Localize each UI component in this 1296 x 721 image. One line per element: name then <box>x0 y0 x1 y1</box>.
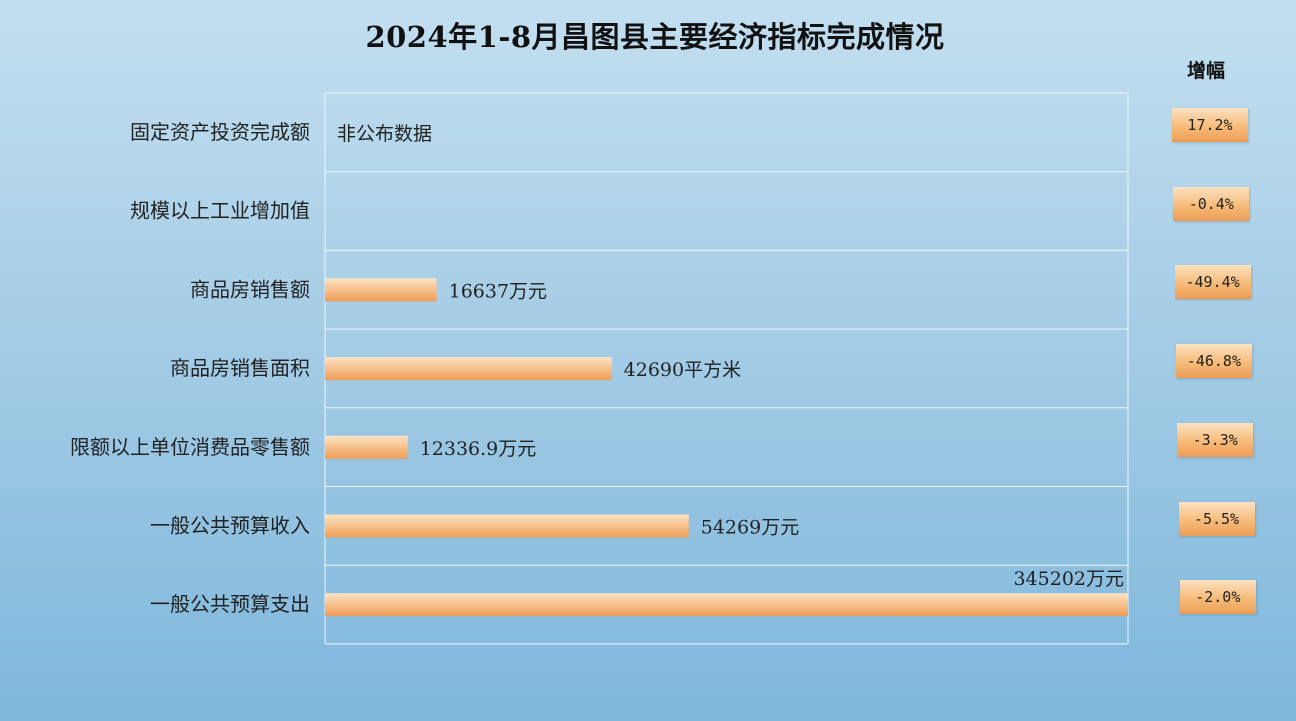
value-label: 非公布数据 <box>337 123 432 145</box>
growth-badge: -2.0% <box>1179 580 1256 615</box>
growth-badge: -0.4% <box>1173 186 1250 221</box>
bar <box>325 357 612 381</box>
growth-badge: -5.5% <box>1178 501 1255 536</box>
growth-column-header: 增幅 <box>1186 60 1225 82</box>
growth-badge: -49.4% <box>1174 265 1251 300</box>
chart-title: 2024年1-8月昌图县主要经济指标完成情况 <box>365 20 945 54</box>
growth-badge: -3.3% <box>1177 422 1254 457</box>
category-label: 规模以上工业增加值 <box>130 199 310 223</box>
category-label: 商品房销售额 <box>190 277 310 301</box>
bar <box>325 514 689 538</box>
growth-badge: -46.8% <box>1175 344 1252 379</box>
value-label: 12336.9万元 <box>420 438 537 460</box>
bar <box>325 593 1128 617</box>
bar <box>325 278 437 302</box>
category-label: 一般公共预算收入 <box>150 514 310 538</box>
growth-badge: 17.2% <box>1172 108 1248 142</box>
value-label: 42690平方米 <box>624 359 741 381</box>
bar <box>325 435 408 459</box>
category-label: 固定资产投资完成额 <box>130 120 310 144</box>
category-label: 限额以上单位消费品零售额 <box>70 435 310 459</box>
value-label: 345202万元 <box>1013 568 1124 590</box>
category-label: 商品房销售面积 <box>170 356 310 380</box>
value-label: 16637万元 <box>449 280 547 302</box>
value-label: 54269万元 <box>701 517 799 539</box>
category-label: 一般公共预算支出 <box>150 592 310 616</box>
